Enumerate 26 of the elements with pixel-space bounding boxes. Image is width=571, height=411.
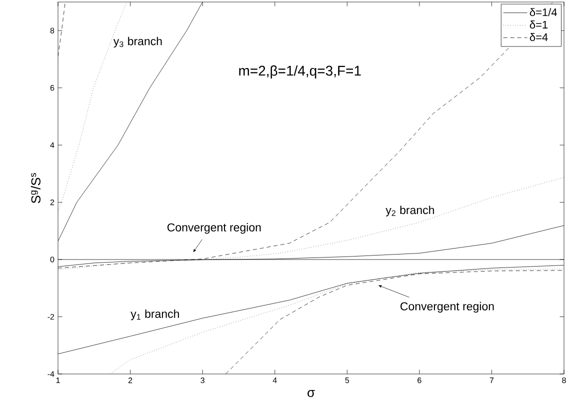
legend-label: δ=4 — [530, 33, 548, 42]
annotation: y$_{1}$ branch — [130, 309, 179, 320]
legend-label: δ=1/4 — [530, 8, 557, 16]
y-tick-label: 0 — [50, 256, 54, 262]
annotation: y$_{3}$ branch — [113, 36, 162, 48]
annotation: Convergent region — [167, 223, 261, 234]
y-tick-label: 6 — [50, 85, 54, 91]
x-tick-label: 2 — [128, 378, 132, 384]
annotation: Convergent region — [400, 302, 494, 313]
x-tick-label: 8 — [562, 378, 566, 384]
x-axis-title: σ — [308, 390, 315, 398]
y-tick-label: 4 — [50, 142, 54, 148]
x-tick-label: 3 — [200, 378, 204, 384]
y-tick-label: 2 — [50, 200, 54, 206]
y-tick-label: 8 — [50, 28, 54, 34]
x-tick-label: 1 — [56, 378, 60, 384]
y-tick-label: -2 — [48, 314, 54, 320]
y-axis-title: S$^{g}$/S$^{s}$ — [30, 173, 40, 204]
x-tick-label: 6 — [418, 378, 422, 384]
x-tick-label: 5 — [345, 378, 350, 384]
y-tick-label: -4 — [48, 371, 54, 377]
x-tick-label: 4 — [272, 378, 277, 384]
annotation: y$_{2}$ branch — [386, 206, 434, 216]
x-tick-label: 7 — [490, 378, 494, 384]
legend-label: δ=1 — [530, 20, 548, 29]
annotation: m=2,β=1/4,q=3,F=1 — [239, 65, 361, 78]
